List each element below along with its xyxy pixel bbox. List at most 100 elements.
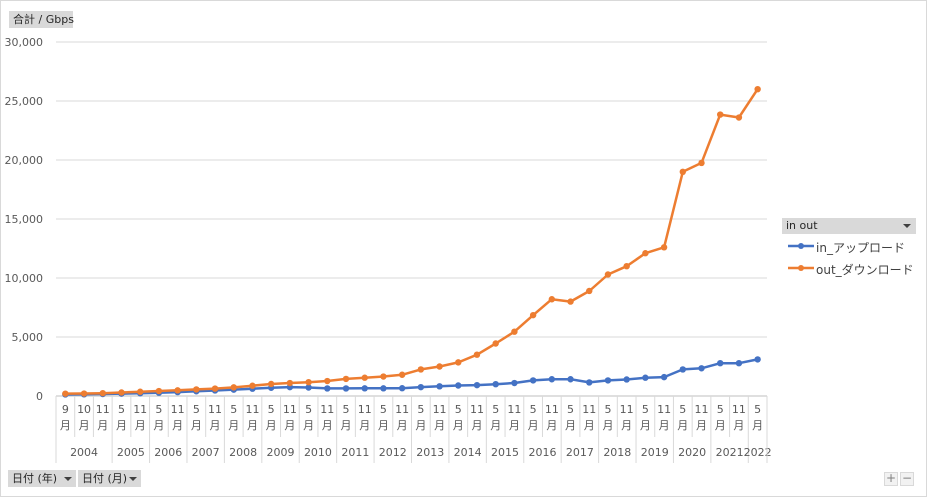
data-point xyxy=(754,86,761,93)
x-tick-month-suffix: 月 xyxy=(509,419,520,432)
x-tick-month: 11 xyxy=(470,403,484,416)
data-point xyxy=(717,359,724,367)
data-point xyxy=(473,351,481,358)
y-tick-label: 30,000 xyxy=(5,36,44,49)
legend-field-button[interactable]: in out xyxy=(782,218,916,234)
x-tick-month: 5 xyxy=(230,403,237,416)
data-point xyxy=(249,382,256,389)
y-tick-label: 15,000 xyxy=(5,213,44,226)
data-point xyxy=(586,287,593,295)
chevron-down-icon[interactable] xyxy=(903,224,911,228)
data-point xyxy=(548,376,556,383)
data-point xyxy=(211,385,219,392)
data-point xyxy=(604,271,612,278)
x-tick-year: 2016 xyxy=(528,446,556,459)
y-tick-label: 0 xyxy=(36,390,43,403)
x-tick-month: 11 xyxy=(133,403,147,416)
x-tick-month-suffix: 月 xyxy=(546,419,557,432)
data-point xyxy=(455,382,462,389)
axis-field-month-button[interactable]: 日付 (月) xyxy=(78,470,141,487)
data-point xyxy=(361,374,368,381)
x-tick-month: 11 xyxy=(358,403,372,416)
data-point xyxy=(567,298,574,305)
data-point xyxy=(324,385,331,392)
data-point xyxy=(642,374,649,381)
x-tick-month-suffix: 月 xyxy=(471,419,482,432)
x-tick-month-suffix: 月 xyxy=(584,419,595,432)
expand-field-button[interactable]: + xyxy=(884,471,898,486)
data-point xyxy=(305,384,312,391)
x-tick-month: 5 xyxy=(455,403,462,416)
x-tick-month-suffix: 月 xyxy=(528,419,539,432)
data-point xyxy=(193,386,200,393)
x-tick-year: 2011 xyxy=(341,446,369,459)
data-point xyxy=(492,340,499,347)
x-tick-month-suffix: 月 xyxy=(359,419,370,432)
data-point xyxy=(529,311,537,319)
x-tick-month-suffix: 月 xyxy=(303,419,314,432)
data-point xyxy=(548,296,556,303)
axis-field-year-button[interactable]: 日付 (年) xyxy=(8,470,76,487)
x-tick-month: 5 xyxy=(305,403,312,416)
x-tick-month-suffix: 月 xyxy=(677,419,688,432)
data-point xyxy=(62,390,69,397)
legend-label-in: in_アップロード xyxy=(816,241,905,255)
x-tick-year: 2014 xyxy=(454,446,482,459)
x-tick-month-suffix: 月 xyxy=(341,419,352,432)
data-point xyxy=(155,387,163,395)
data-point xyxy=(754,356,761,363)
x-tick-month: 10 xyxy=(77,403,91,416)
x-tick-month-suffix: 月 xyxy=(116,419,127,432)
x-tick-year: 2012 xyxy=(379,446,407,459)
data-point xyxy=(623,376,630,383)
data-point xyxy=(698,159,705,167)
series-line-0 xyxy=(65,358,758,396)
x-tick-month-suffix: 月 xyxy=(434,419,445,432)
x-tick-year: 2015 xyxy=(491,446,519,459)
data-point xyxy=(80,390,88,397)
x-tick-month: 5 xyxy=(717,403,724,416)
chevron-down-icon[interactable] xyxy=(129,477,137,481)
data-point xyxy=(361,385,368,392)
x-tick-month: 11 xyxy=(245,403,259,416)
x-tick-month-suffix: 月 xyxy=(490,419,501,432)
x-tick-month-suffix: 月 xyxy=(565,419,576,432)
data-point xyxy=(267,380,275,388)
x-tick-month: 5 xyxy=(642,403,649,416)
x-tick-month: 5 xyxy=(193,403,200,416)
series-line-1 xyxy=(65,88,759,395)
x-tick-month-suffix: 月 xyxy=(135,419,146,432)
chevron-down-icon[interactable] xyxy=(64,477,72,481)
value-field-button[interactable]: 合計 / Gbps xyxy=(9,11,74,28)
x-tick-year: 2008 xyxy=(229,446,257,459)
x-tick-month: 5 xyxy=(417,403,424,416)
data-point xyxy=(679,366,687,373)
x-tick-month-suffix: 月 xyxy=(397,419,408,432)
axis-field-month-label: 日付 (月) xyxy=(82,472,128,485)
data-point xyxy=(305,378,312,386)
x-tick-month: 5 xyxy=(567,403,574,416)
x-tick-month: 5 xyxy=(604,403,611,416)
x-tick-month: 5 xyxy=(155,403,162,416)
data-point xyxy=(623,263,630,270)
y-tick-label: 5,000 xyxy=(12,331,44,344)
x-tick-month: 11 xyxy=(695,403,709,416)
data-point xyxy=(380,373,387,380)
x-tick-month: 5 xyxy=(679,403,686,416)
data-point xyxy=(174,387,181,394)
x-tick-year: 2022 xyxy=(744,446,772,459)
x-tick-month-suffix: 月 xyxy=(602,419,613,432)
x-tick-month: 11 xyxy=(582,403,596,416)
x-tick-year: 2017 xyxy=(566,446,594,459)
x-tick-month-suffix: 月 xyxy=(266,419,277,432)
collapse-field-button[interactable]: − xyxy=(900,471,914,486)
x-tick-year: 2020 xyxy=(678,446,706,459)
x-tick-month-suffix: 月 xyxy=(715,419,726,432)
data-point xyxy=(324,377,331,385)
x-tick-month: 5 xyxy=(343,403,350,416)
x-tick-month: 11 xyxy=(171,403,185,416)
data-point xyxy=(342,375,350,383)
data-point xyxy=(604,377,612,384)
